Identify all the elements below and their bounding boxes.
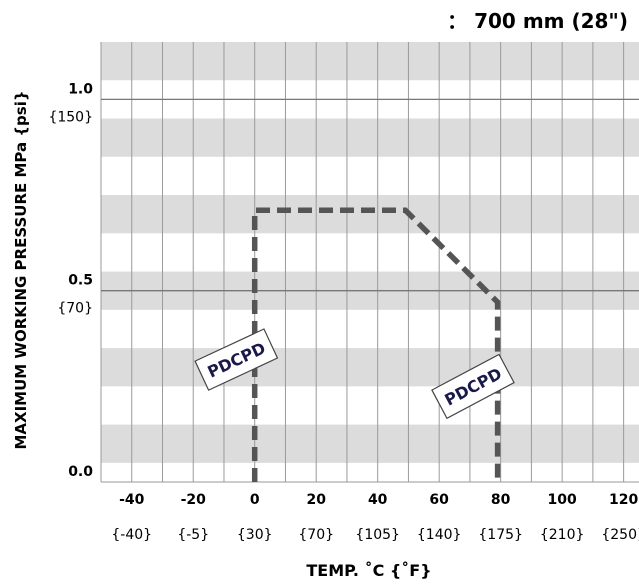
background-bands <box>101 42 639 463</box>
x-tick-label: 0 <box>250 492 260 508</box>
y-axis-label: MAXIMUM WORKING PRESSURE MPa {psi} <box>12 90 30 449</box>
x-tick-label: -40 <box>119 492 145 508</box>
x-tick-sublabel: {-5} <box>177 527 209 543</box>
x-tick-sublabel: {-40} <box>111 527 152 543</box>
y-tick-labels: 1.0 {150} 0.5 {70} 0.0 <box>48 81 93 480</box>
grid-band <box>101 42 639 81</box>
x-tick-sublabel: {250} <box>601 527 639 543</box>
x-tick-sublabel: {70} <box>298 527 334 543</box>
material-label-box <box>194 328 279 391</box>
y-tick-sublabel: {70} <box>57 301 93 317</box>
x-tick-label: 120 <box>609 492 638 508</box>
chart-title: ： 700 mm (28") <box>447 9 628 33</box>
x-tick-sublabel: {30} <box>237 527 273 543</box>
y-tick-label: 1.0 <box>68 81 93 97</box>
x-tick-labels: -40 {-40} -20 {-5} 0 {30} 20 {70} 40 {105} 60 {140}… <box>111 492 639 543</box>
x-tick-sublabel: {210} <box>540 527 585 543</box>
y-tick-label: 0.5 <box>68 273 93 289</box>
material-label-box <box>431 353 515 420</box>
x-tick-sublabel: {105} <box>355 527 400 543</box>
x-axis-label: TEMP. ˚C {˚F} <box>306 561 431 580</box>
grid-band <box>101 348 639 387</box>
y-tick-label: 0.0 <box>68 464 93 480</box>
x-tick-label: 20 <box>306 492 326 508</box>
grid-band <box>101 195 639 234</box>
x-tick-label: 100 <box>548 492 577 508</box>
major-horizontal-gridlines <box>101 98 639 292</box>
grid-band <box>101 118 639 157</box>
x-tick-label: 60 <box>429 492 449 508</box>
x-tick-label: 80 <box>491 492 511 508</box>
vertical-gridlines <box>100 42 639 483</box>
x-tick-label: -20 <box>181 492 207 508</box>
x-tick-label: 40 <box>368 492 388 508</box>
x-tick-sublabel: {140} <box>417 527 462 543</box>
y-tick-sublabel: {150} <box>48 109 93 125</box>
grid-band <box>101 424 639 463</box>
x-tick-sublabel: {175} <box>478 527 523 543</box>
